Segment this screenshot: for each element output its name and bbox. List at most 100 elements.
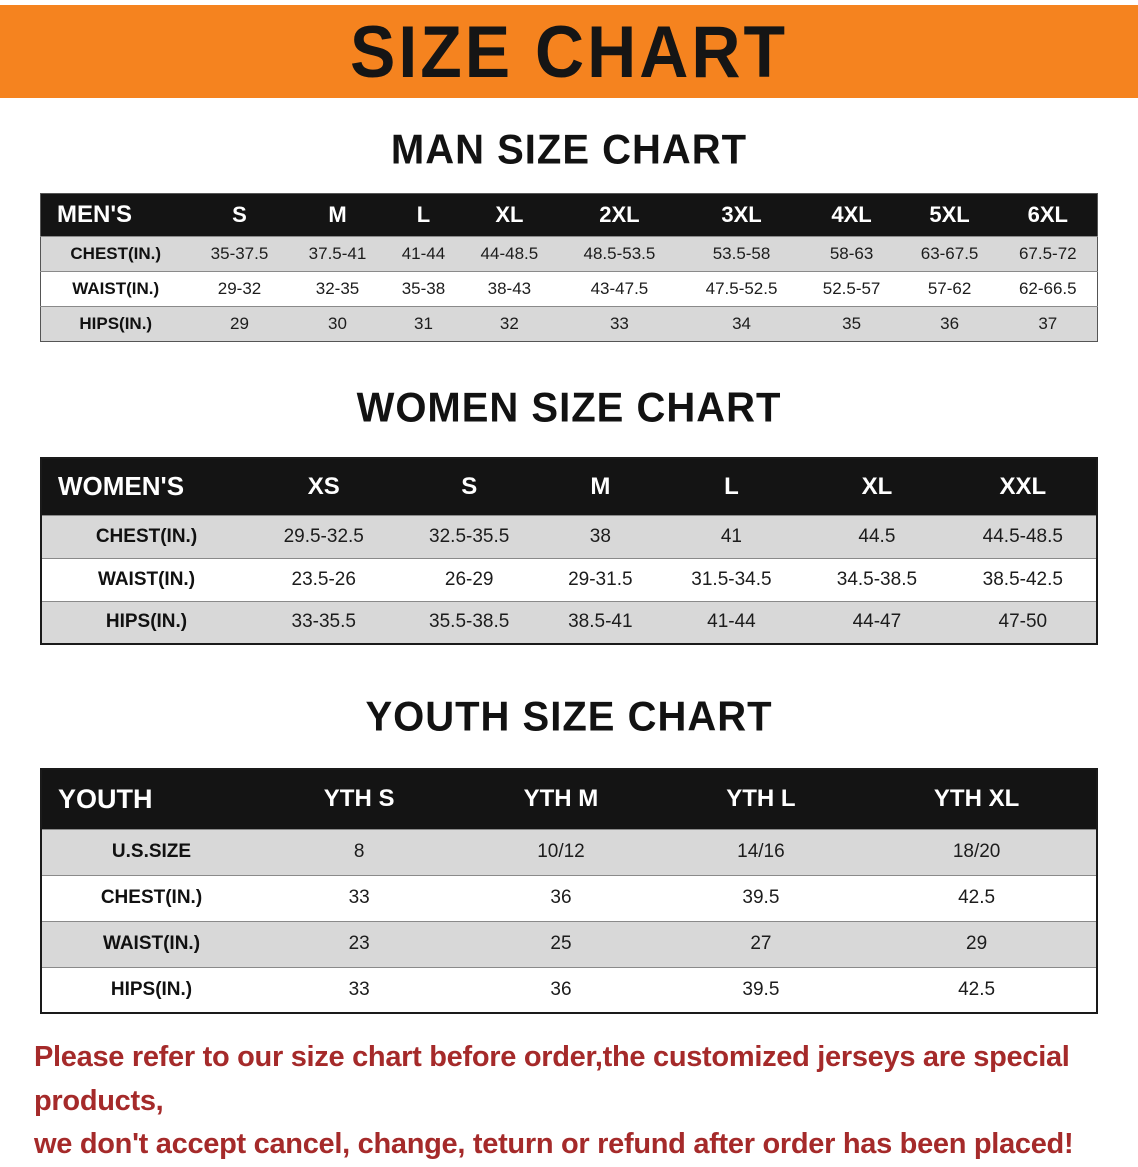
size-value-cell: 23 [261, 920, 458, 967]
size-value-cell: 8 [261, 828, 458, 875]
table-row: HIPS(IN.) 29 30 31 32 33 34 35 36 37 [40, 306, 1098, 342]
size-value-cell: 23.5-26 [251, 557, 397, 601]
size-value-cell: 42.5 [857, 874, 1097, 921]
size-value-cell: 43-47.5 [558, 271, 681, 307]
size-value-cell: 44.5 [804, 514, 950, 558]
size-column-header: 2XL [558, 193, 681, 237]
section-women-size-chart: WOMEN SIZE CHART WOMEN'S XS S M L XL XXL CHEST(… [0, 384, 1138, 645]
size-value-cell: 47-50 [949, 600, 1097, 644]
size-value-cell: 36 [900, 306, 999, 342]
size-value-cell: 42.5 [857, 966, 1097, 1013]
size-value-cell: 10/12 [457, 828, 665, 875]
row-label: HIPS(IN.) [41, 600, 251, 644]
page-title: SIZE CHART [350, 10, 788, 93]
size-column-header: XL [804, 458, 950, 515]
women-section-heading: WOMEN SIZE CHART [356, 384, 782, 432]
section-youth-size-chart: YOUTH SIZE CHART YOUTH YTH S YTH M YTH L YTH… [0, 693, 1138, 1014]
youth-size-table: YOUTH YTH S YTH M YTH L YTH XL U.S.SIZE 8 10/12… [40, 768, 1098, 1014]
row-label: HIPS(IN.) [40, 306, 191, 342]
size-column-header: XXL [949, 458, 1097, 515]
table-header-row: WOMEN'S XS S M L XL XXL [41, 458, 1097, 515]
table-row: CHEST(IN.) 29.5-32.5 32.5-35.5 38 41 44.5 44.5… [41, 514, 1097, 558]
size-value-cell: 32 [460, 306, 559, 342]
row-label: WAIST(IN.) [40, 271, 191, 307]
size-value-cell: 67.5-72 [998, 236, 1098, 272]
size-value-cell: 36 [457, 966, 665, 1013]
table-row: WAIST(IN.) 23 25 27 29 [41, 920, 1097, 967]
size-value-cell: 38.5-42.5 [949, 557, 1097, 601]
size-value-cell: 33 [558, 306, 681, 342]
size-column-header: YTH L [664, 769, 858, 829]
size-value-cell: 58-63 [802, 236, 901, 272]
table-row: WAIST(IN.) 23.5-26 26-29 29-31.5 31.5-34.5 34… [41, 557, 1097, 601]
size-column-header: XS [251, 458, 397, 515]
size-value-cell: 32-35 [288, 271, 387, 307]
disclaimer: Please refer to our size chart before or… [0, 1036, 1138, 1167]
section-men-size-chart: MAN SIZE CHART MEN'S S M L XL 2XL 3XL 4XL 5XL 6XL… [0, 127, 1138, 342]
size-value-cell: 29-31.5 [541, 557, 659, 601]
size-value-cell: 48.5-53.5 [558, 236, 681, 272]
row-label: WAIST(IN.) [41, 557, 251, 601]
row-label: U.S.SIZE [41, 828, 261, 875]
size-value-cell: 52.5-57 [802, 271, 901, 307]
table-group-label: MEN'S [40, 193, 191, 237]
size-column-header: M [288, 193, 387, 237]
size-value-cell: 53.5-58 [680, 236, 803, 272]
size-column-header: 3XL [680, 193, 803, 237]
size-value-cell: 37 [998, 306, 1098, 342]
size-value-cell: 31 [386, 306, 461, 342]
row-label: WAIST(IN.) [41, 920, 261, 967]
size-value-cell: 30 [288, 306, 387, 342]
size-value-cell: 18/20 [857, 828, 1097, 875]
size-value-cell: 33 [261, 874, 458, 921]
table-row: WAIST(IN.) 29-32 32-35 35-38 38-43 43-47.5 47.… [40, 271, 1098, 307]
size-column-header: YTH XL [857, 769, 1097, 829]
table-row: U.S.SIZE 8 10/12 14/16 18/20 [41, 828, 1097, 875]
size-value-cell: 26-29 [396, 557, 542, 601]
men-size-table: MEN'S S M L XL 2XL 3XL 4XL 5XL 6XL CHEST(IN.) 35-37… [40, 193, 1098, 342]
row-label: CHEST(IN.) [40, 236, 191, 272]
table-group-label: YOUTH [41, 769, 261, 829]
size-value-cell: 14/16 [664, 828, 858, 875]
table-header-row: YOUTH YTH S YTH M YTH L YTH XL [41, 769, 1097, 829]
table-group-label: WOMEN'S [41, 458, 251, 515]
table-row: CHEST(IN.) 35-37.5 37.5-41 41-44 44-48.5 48.5… [40, 236, 1098, 272]
size-value-cell: 41-44 [658, 600, 805, 644]
youth-section-heading: YOUTH SIZE CHART [365, 693, 773, 741]
row-label: HIPS(IN.) [41, 966, 261, 1013]
size-column-header: 4XL [802, 193, 901, 237]
size-value-cell: 35-38 [386, 271, 461, 307]
size-value-cell: 44-47 [804, 600, 950, 644]
size-value-cell: 34 [680, 306, 803, 342]
table-row: HIPS(IN.) 33 36 39.5 42.5 [41, 966, 1097, 1013]
size-value-cell: 29-32 [190, 271, 289, 307]
disclaimer-line-1: Please refer to our size chart before or… [34, 1041, 1070, 1117]
size-value-cell: 35.5-38.5 [396, 600, 542, 644]
size-value-cell: 25 [457, 920, 665, 967]
size-column-header: 6XL [998, 193, 1098, 237]
size-column-header: S [190, 193, 289, 237]
disclaimer-line-2: we don't accept cancel, change, teturn o… [34, 1128, 1074, 1160]
size-value-cell: 29.5-32.5 [251, 514, 397, 558]
table-row: CHEST(IN.) 33 36 39.5 42.5 [41, 874, 1097, 921]
size-value-cell: 33-35.5 [251, 600, 397, 644]
size-column-header: M [541, 458, 659, 515]
size-value-cell: 35-37.5 [190, 236, 289, 272]
size-value-cell: 35 [802, 306, 901, 342]
size-column-header: YTH S [261, 769, 458, 829]
size-value-cell: 33 [261, 966, 458, 1013]
size-value-cell: 63-67.5 [900, 236, 999, 272]
size-value-cell: 38-43 [460, 271, 559, 307]
size-column-header: L [658, 458, 805, 515]
table-row: HIPS(IN.) 33-35.5 35.5-38.5 38.5-41 41-44 44-… [41, 600, 1097, 644]
size-column-header: 5XL [900, 193, 999, 237]
size-value-cell: 38.5-41 [541, 600, 659, 644]
size-value-cell: 44-48.5 [460, 236, 559, 272]
size-value-cell: 36 [457, 874, 665, 921]
size-column-header: XL [460, 193, 559, 237]
row-label: CHEST(IN.) [41, 874, 261, 921]
women-size-table: WOMEN'S XS S M L XL XXL CHEST(IN.) 29.5-32.5 32.5… [40, 457, 1098, 645]
size-value-cell: 27 [664, 920, 858, 967]
size-column-header: L [386, 193, 461, 237]
size-chart-graphic: SIZE CHART MAN SIZE CHART MEN'S S M L XL 2XL 3… [0, 5, 1138, 1167]
